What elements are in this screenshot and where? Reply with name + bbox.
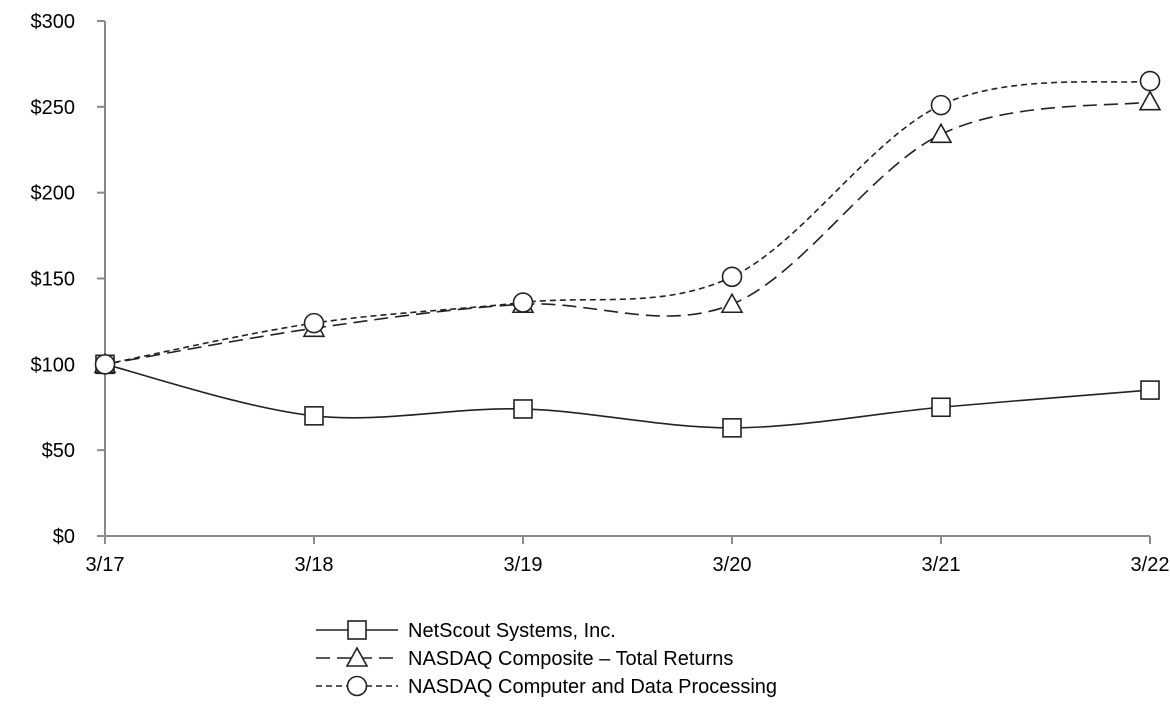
y-tick-label: $50 bbox=[42, 440, 75, 462]
circle-point bbox=[1139, 70, 1161, 92]
series-line-circle bbox=[104, 80, 1151, 366]
legend-marker-triangle bbox=[345, 646, 369, 667]
series-circle bbox=[94, 70, 1161, 375]
legend-label: NASDAQ Computer and Data Processing bbox=[408, 676, 777, 698]
axes: $0 $50 $100 $150 $200 $250 $300 3/17 3/18 3/19 3/2… bbox=[31, 11, 1170, 576]
square-point bbox=[722, 418, 742, 438]
square-point bbox=[1140, 380, 1160, 400]
series-square bbox=[95, 354, 1160, 438]
x-tick-label: 3/21 bbox=[922, 554, 961, 576]
legend: NetScout Systems, Inc. NASDAQ Composite –… bbox=[316, 620, 777, 698]
circle-point bbox=[930, 94, 952, 116]
x-tick-label: 3/19 bbox=[504, 554, 543, 576]
square-point bbox=[304, 406, 324, 426]
y-tick-label: $300 bbox=[31, 11, 76, 33]
y-tick-label: $100 bbox=[31, 354, 76, 376]
triangle-point bbox=[929, 122, 953, 144]
y-tick-label: $0 bbox=[53, 526, 75, 548]
y-tick-label: $250 bbox=[31, 97, 76, 119]
circle-point bbox=[512, 292, 534, 313]
series-layer bbox=[93, 70, 1162, 438]
series-line-square bbox=[104, 363, 1151, 429]
legend-marker-square bbox=[347, 620, 367, 640]
series-triangle bbox=[93, 90, 1162, 374]
x-tick-label: 3/22 bbox=[1131, 554, 1170, 576]
y-tick-label: $150 bbox=[31, 269, 76, 291]
legend-item-circle: NASDAQ Computer and Data Processing bbox=[316, 675, 777, 698]
x-tick-label: 3/18 bbox=[295, 554, 334, 576]
legend-item-square: NetScout Systems, Inc. bbox=[316, 620, 616, 642]
circle-point bbox=[303, 312, 325, 334]
circle-point bbox=[94, 354, 116, 375]
legend-label: NASDAQ Composite – Total Returns bbox=[408, 648, 733, 670]
x-tick-label: 3/20 bbox=[713, 554, 752, 576]
triangle-point bbox=[1138, 90, 1162, 111]
circle-point bbox=[721, 266, 743, 288]
square-point bbox=[931, 397, 951, 418]
series-line-triangle bbox=[104, 100, 1151, 366]
triangle-point bbox=[720, 292, 744, 314]
legend-item-triangle: NASDAQ Composite – Total Returns bbox=[316, 646, 733, 670]
legend-label: NetScout Systems, Inc. bbox=[408, 620, 616, 642]
legend-marker-circle bbox=[346, 675, 368, 697]
x-tick-label: 3/17 bbox=[86, 554, 125, 576]
y-tick-label: $200 bbox=[31, 183, 76, 205]
square-point bbox=[513, 399, 533, 419]
